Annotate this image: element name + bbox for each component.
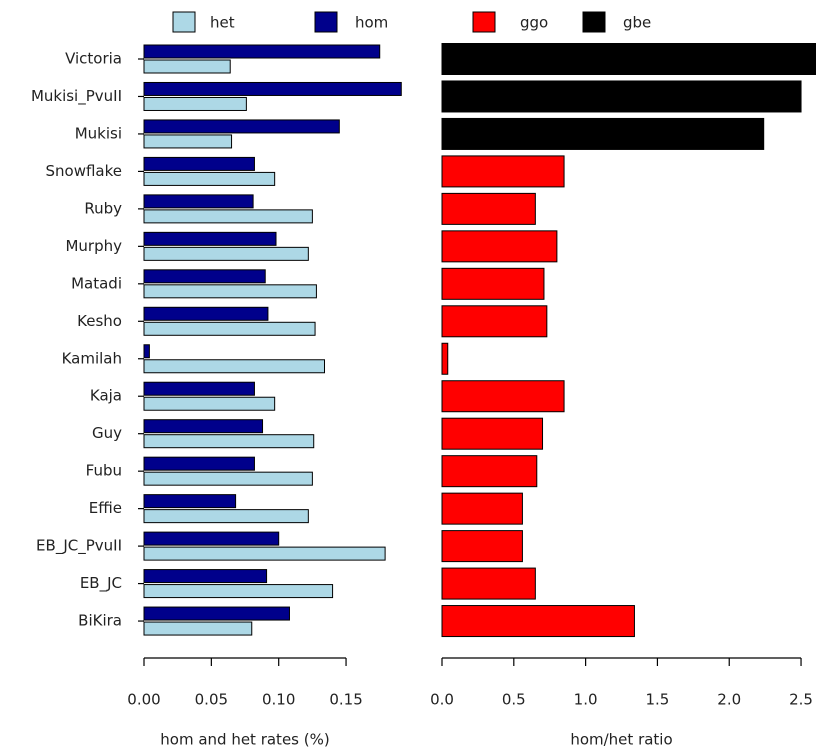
x-tick-label: 0.10 xyxy=(262,691,295,709)
bar xyxy=(441,155,565,188)
bar xyxy=(441,192,536,225)
y-tick-label: Matadi xyxy=(71,274,122,292)
bar xyxy=(143,584,334,599)
legend-swatch xyxy=(472,11,496,33)
bar xyxy=(143,231,277,246)
bar xyxy=(143,209,313,224)
bar xyxy=(143,81,402,96)
y-tick-label: Snowflake xyxy=(46,162,123,180)
x-axis-label: hom and het rates (%) xyxy=(160,731,329,749)
bar xyxy=(143,306,269,321)
bar xyxy=(441,605,635,638)
bar xyxy=(143,269,266,284)
x-tick-label: 0.15 xyxy=(329,691,362,709)
bar xyxy=(143,494,237,509)
bar xyxy=(143,396,276,411)
bar xyxy=(441,492,523,525)
x-tick-label: 0.05 xyxy=(195,691,228,709)
x-tick-label: 1.0 xyxy=(574,691,598,709)
y-tick-label: Kesho xyxy=(77,312,122,330)
y-tick-label: Guy xyxy=(92,424,122,442)
y-tick-label: Kamilah xyxy=(62,349,122,367)
legend-label: hom xyxy=(355,14,388,32)
bar xyxy=(143,546,386,561)
bar xyxy=(441,342,449,375)
y-tick-label: Mukisi xyxy=(75,124,122,142)
bar xyxy=(143,456,255,471)
y-tick-label: Victoria xyxy=(65,50,122,68)
bar xyxy=(143,621,253,636)
bar xyxy=(143,434,315,449)
bar xyxy=(441,567,536,600)
bar xyxy=(441,80,802,113)
bar xyxy=(143,59,231,74)
bar xyxy=(143,119,340,134)
bar xyxy=(143,531,280,546)
bar xyxy=(441,267,545,300)
legend-swatch xyxy=(582,11,606,33)
bar xyxy=(441,417,544,450)
bar xyxy=(143,194,254,209)
bar xyxy=(143,96,247,111)
bar xyxy=(441,530,523,563)
bar xyxy=(143,419,264,434)
bar xyxy=(441,305,548,338)
y-tick-label: Fubu xyxy=(86,462,122,480)
y-tick-label: Mukisi_PvuII xyxy=(31,87,122,106)
bar xyxy=(441,43,816,75)
x-tick-label: 1.5 xyxy=(645,691,669,709)
x-tick-label: 2.5 xyxy=(789,691,813,709)
bar xyxy=(143,509,309,524)
y-tick-label: BiKira xyxy=(78,612,122,630)
bar xyxy=(143,246,309,261)
bar xyxy=(143,344,150,359)
bar xyxy=(143,284,317,299)
bar xyxy=(143,359,325,374)
bar xyxy=(143,134,233,149)
x-tick-label: 0.0 xyxy=(430,691,454,709)
y-tick-label: EB_JC_PvuII xyxy=(36,537,122,556)
y-tick-label: Murphy xyxy=(65,237,122,255)
bar xyxy=(143,606,290,621)
legend-label: het xyxy=(210,14,235,32)
bar xyxy=(143,156,255,171)
y-tick-label: EB_JC xyxy=(80,574,122,593)
x-tick-label: 2.0 xyxy=(717,691,741,709)
bar xyxy=(441,230,558,263)
legend-label: gbe xyxy=(623,14,651,32)
bar xyxy=(143,44,381,59)
bar xyxy=(143,321,316,336)
bar xyxy=(143,381,255,396)
y-tick-label: Kaja xyxy=(90,387,122,405)
x-tick-label: 0.00 xyxy=(127,691,160,709)
bar xyxy=(441,117,765,150)
y-tick-label: Ruby xyxy=(84,199,122,217)
bar xyxy=(143,569,268,584)
legend-swatch xyxy=(172,11,196,33)
bar xyxy=(143,471,313,486)
legend-label: ggo xyxy=(520,14,548,32)
x-tick-label: 0.5 xyxy=(502,691,526,709)
y-tick-label: Effie xyxy=(89,499,122,517)
bar xyxy=(143,171,276,186)
bar xyxy=(441,380,565,413)
x-axis-label: hom/het ratio xyxy=(570,731,672,749)
legend-swatch xyxy=(314,11,338,33)
bar xyxy=(441,455,538,488)
